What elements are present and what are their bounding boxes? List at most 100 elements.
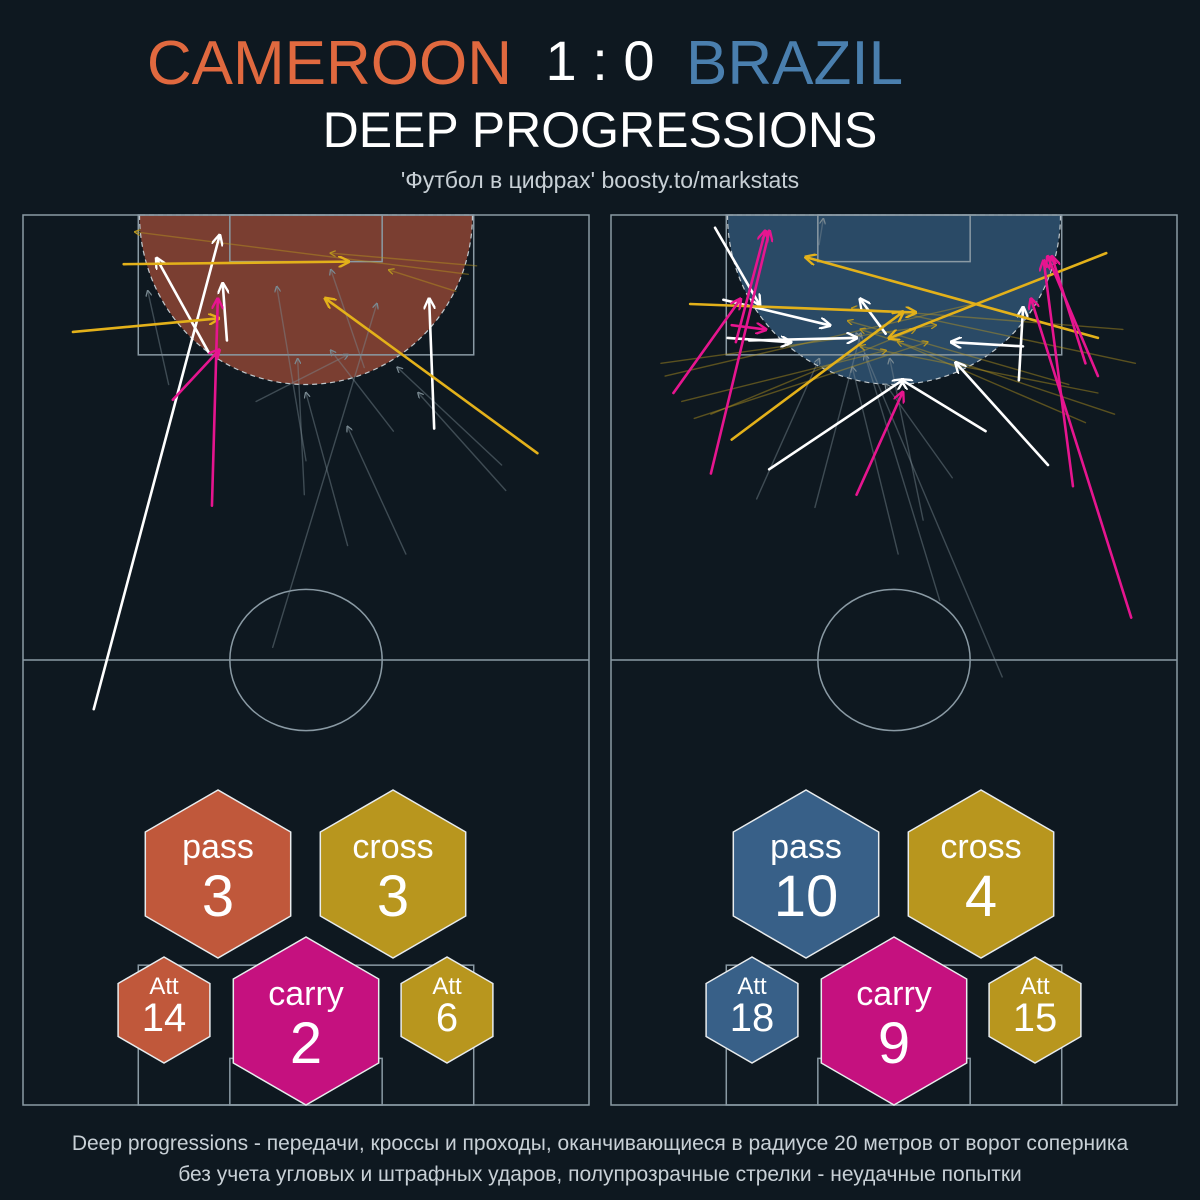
footer: Deep progressions - передачи, кроссы и п… xyxy=(72,1132,1129,1186)
pass-arrow xyxy=(157,259,210,354)
cross-arrow xyxy=(326,299,539,455)
hex-label: pass xyxy=(770,828,842,866)
failed-cross-arrow xyxy=(135,232,470,276)
centre-circle xyxy=(229,588,383,732)
home-team-name: CAMEROON xyxy=(147,29,512,98)
carry-arrow xyxy=(171,351,219,402)
failed-pass-arrow xyxy=(348,427,407,555)
pass-arrow xyxy=(747,338,856,341)
carry-arrow xyxy=(672,300,740,395)
header: CAMEROON 1 : 0 BRAZIL DEEP PROGRESSIONS … xyxy=(147,29,903,193)
hex-value: 6 xyxy=(436,996,458,1040)
progression-arrows xyxy=(660,219,1137,678)
cross-arrow xyxy=(890,251,1108,338)
failed-pass-arrow xyxy=(277,287,307,462)
hexagon-shape xyxy=(907,789,1055,959)
goal-radius-zone xyxy=(726,214,1062,385)
failed-pass-arrow xyxy=(852,368,899,555)
chart-subtitle: DEEP PROGRESSIONS xyxy=(323,102,878,158)
hex-value: 3 xyxy=(377,864,409,929)
failed-cross-arrow xyxy=(898,342,1087,424)
credit-line: 'Футбол в цифрах' boosty.to/markstats xyxy=(401,167,799,193)
carry-arrow xyxy=(1052,257,1087,365)
failed-pass-arrow xyxy=(272,304,377,648)
hex-value: 14 xyxy=(142,996,187,1040)
failed-pass-arrow xyxy=(398,368,503,466)
progression-arrows xyxy=(71,232,539,711)
hexagon-shape xyxy=(319,789,467,959)
failed-pass-arrow xyxy=(814,334,861,509)
hex-label: carry xyxy=(856,975,932,1013)
away-team-name: BRAZIL xyxy=(686,29,903,98)
failed-pass-arrow xyxy=(857,334,1003,678)
hex-value: 18 xyxy=(730,996,775,1040)
failed-cross-arrow xyxy=(331,253,478,267)
hexagon-shape xyxy=(144,789,292,959)
hexagon-shape xyxy=(117,956,211,1064)
carry-arrow xyxy=(1031,300,1133,619)
pass-arrow xyxy=(429,300,436,430)
carry-arrow xyxy=(855,393,903,497)
failed-pass-arrow xyxy=(255,355,348,403)
hex-value: 9 xyxy=(878,1011,910,1076)
hex-label: cross xyxy=(352,828,433,866)
failed-cross-arrow xyxy=(681,351,886,403)
failed-pass-arrow xyxy=(298,359,306,496)
hexagon-shape xyxy=(988,956,1082,1064)
hexagon-shape xyxy=(732,789,880,959)
hex-value: 10 xyxy=(774,864,839,929)
footer-note-line2: без учета угловых и штрафных ударов, пол… xyxy=(178,1163,1022,1186)
hex-label: cross xyxy=(940,828,1021,866)
hex-value: 2 xyxy=(290,1011,322,1076)
failed-pass-arrow xyxy=(331,351,395,432)
pass-arrow xyxy=(223,285,227,342)
cross-arrow xyxy=(688,302,915,312)
failed-pass-arrow xyxy=(306,393,349,547)
cross-arrow xyxy=(122,262,348,265)
six-yard-box-top xyxy=(817,214,971,263)
pass-arrow xyxy=(952,342,1025,346)
hex-value: 3 xyxy=(202,864,234,929)
hex-label: pass xyxy=(182,828,254,866)
hex-value: 4 xyxy=(965,864,997,929)
failed-pass-arrow xyxy=(148,291,170,386)
hexagon-shape xyxy=(232,936,380,1106)
pass-arrow xyxy=(956,363,1050,467)
pass-arrow xyxy=(902,380,987,433)
pass-arrow xyxy=(767,380,902,471)
hex-label: Att xyxy=(737,973,767,1000)
failed-pass-arrow xyxy=(818,219,823,246)
failed-cross-arrow xyxy=(710,329,915,415)
hex-value: 15 xyxy=(1013,996,1058,1040)
carry-arrow xyxy=(734,232,765,344)
goal-radius-zone xyxy=(138,214,474,386)
score: 1 : 0 xyxy=(546,29,655,92)
centre-circle xyxy=(817,588,971,732)
hex-label: carry xyxy=(268,975,344,1013)
cross-arrow xyxy=(807,257,1100,340)
cross-arrow xyxy=(71,318,218,334)
pass-arrow xyxy=(1019,308,1023,382)
failed-pass-arrow xyxy=(886,385,953,479)
hex-label: Att xyxy=(149,973,179,1000)
failed-pass-arrow xyxy=(331,270,365,369)
carry-arrow xyxy=(1044,262,1075,488)
footer-note-line1: Deep progressions - передачи, кроссы и п… xyxy=(72,1132,1129,1155)
pass-arrow xyxy=(92,236,220,711)
failed-cross-arrow xyxy=(898,312,1137,365)
hexagon-shape xyxy=(820,936,968,1106)
